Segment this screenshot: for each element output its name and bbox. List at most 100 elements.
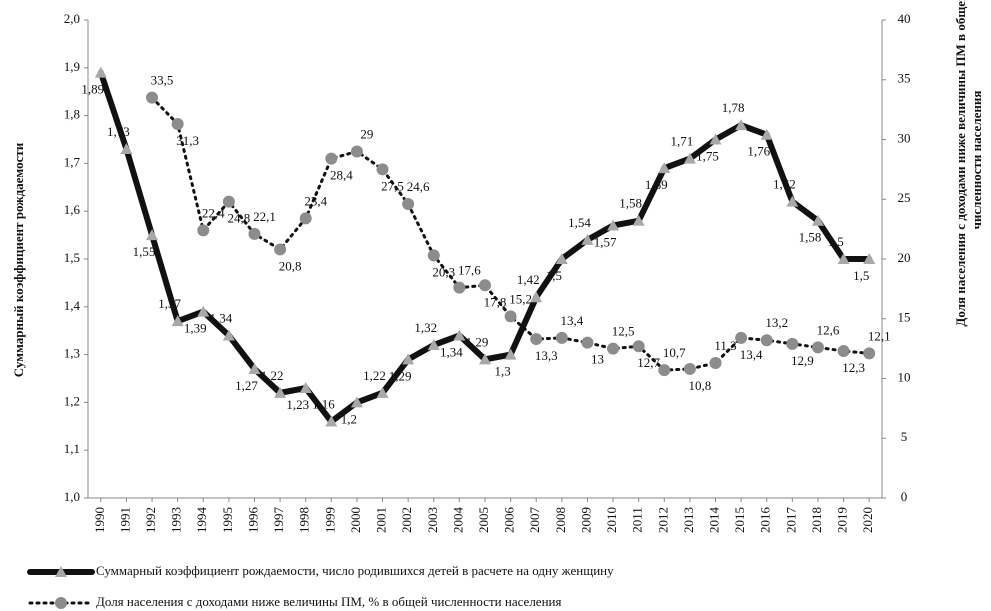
data-label: 12,9 xyxy=(791,353,814,368)
data-label: 17,8 xyxy=(484,294,507,309)
data-label: 1,3 xyxy=(494,364,510,379)
point-marker xyxy=(376,163,389,176)
y-tick-label: 1,6 xyxy=(64,202,81,217)
point-marker xyxy=(632,214,645,226)
data-label: 1,27 xyxy=(235,378,258,393)
point-marker xyxy=(530,333,543,346)
data-label: 1,55 xyxy=(133,244,156,259)
point-marker xyxy=(171,315,184,327)
point-marker xyxy=(632,340,645,353)
point-marker xyxy=(735,119,748,131)
point-marker xyxy=(94,66,107,78)
y-tick-label: 1,3 xyxy=(64,346,80,361)
point-marker xyxy=(581,336,594,349)
data-label: 1,39 xyxy=(184,321,207,336)
y-tick-label: 1,9 xyxy=(64,59,80,74)
data-label: 1,22 xyxy=(261,368,284,383)
point-marker xyxy=(837,253,850,264)
x-tick-label: 2008 xyxy=(553,507,568,533)
data-label: 1,5 xyxy=(546,268,562,283)
data-label: 13 xyxy=(591,352,604,367)
point-marker xyxy=(248,362,261,374)
data-label: 1,78 xyxy=(722,100,745,115)
x-tick-label: 2010 xyxy=(604,507,619,533)
data-label: 1,37 xyxy=(158,296,181,311)
y-tick-label: 2,0 xyxy=(64,11,80,26)
y2-tick-label: 20 xyxy=(898,250,911,265)
legend-marker xyxy=(55,597,67,609)
data-label: 1,22 xyxy=(363,368,386,383)
y-tick-label: 1,5 xyxy=(64,250,80,265)
x-tick-label: 2012 xyxy=(655,507,670,533)
x-tick-label: 1993 xyxy=(169,507,184,533)
point-marker xyxy=(120,143,133,155)
point-marker xyxy=(325,152,338,165)
point-marker xyxy=(427,339,440,351)
point-marker xyxy=(811,214,824,226)
y2-tick-label: 25 xyxy=(898,190,911,205)
y-axis-title: Суммарный коэффициент рождаемости xyxy=(11,142,26,377)
y-tick-label: 1,2 xyxy=(64,393,80,408)
x-tick-label: 1996 xyxy=(245,507,260,534)
point-marker xyxy=(709,356,722,369)
point-marker xyxy=(222,195,235,208)
point-marker xyxy=(299,212,312,225)
point-marker xyxy=(376,386,389,398)
point-marker xyxy=(530,291,543,303)
point-marker xyxy=(453,281,466,294)
data-label: 1,34 xyxy=(440,344,463,359)
point-marker xyxy=(786,337,799,350)
data-label: 31,3 xyxy=(176,133,199,148)
data-label: 1,5 xyxy=(827,234,843,249)
point-marker xyxy=(427,249,440,262)
data-label: 13,2 xyxy=(765,315,788,330)
point-marker xyxy=(402,198,415,211)
x-tick-label: 1992 xyxy=(143,507,158,533)
data-label: 1,57 xyxy=(594,235,617,250)
point-marker xyxy=(863,253,876,264)
x-tick-label: 1995 xyxy=(220,507,235,533)
x-tick-label: 1997 xyxy=(271,507,286,534)
data-label: 24,6 xyxy=(407,179,430,194)
data-label: 27,5 xyxy=(381,178,404,193)
y2-tick-label: 10 xyxy=(898,369,911,384)
point-marker xyxy=(683,152,696,164)
point-marker xyxy=(248,227,261,240)
point-marker xyxy=(504,348,517,360)
data-label: 1,34 xyxy=(209,310,232,325)
data-label: 1,73 xyxy=(107,124,130,139)
legend-label: Суммарный коэффициент рождаемости, число… xyxy=(96,563,614,578)
y-tick-label: 1,1 xyxy=(64,441,80,456)
data-label: 12,1 xyxy=(868,328,891,343)
x-tick-label: 2003 xyxy=(425,507,440,533)
x-tick-label: 2006 xyxy=(502,507,517,534)
data-label: 12,6 xyxy=(817,322,840,337)
y2-tick-label: 30 xyxy=(898,130,911,145)
x-tick-label: 2017 xyxy=(783,507,798,534)
data-label: 12,5 xyxy=(612,324,635,339)
series-line xyxy=(150,96,871,372)
point-marker xyxy=(555,253,568,264)
data-label: 10,8 xyxy=(689,378,712,393)
point-marker xyxy=(479,353,491,365)
legend-marker xyxy=(55,566,67,577)
y-tick-label: 1,4 xyxy=(64,298,81,313)
data-label: 1,29 xyxy=(389,368,412,383)
x-tick-label: 2013 xyxy=(681,507,696,533)
data-label: 1,75 xyxy=(696,148,719,163)
data-label: 1,58 xyxy=(799,230,822,245)
y2-tick-label: 5 xyxy=(901,429,908,444)
point-marker xyxy=(863,347,876,360)
point-marker xyxy=(325,415,338,427)
point-marker xyxy=(607,219,620,231)
point-marker xyxy=(735,331,748,344)
x-tick-label: 2002 xyxy=(399,507,414,533)
y2-axis-title: численности населения xyxy=(969,91,984,230)
data-label: 13,4 xyxy=(740,347,763,362)
data-label: 15,2 xyxy=(509,291,532,306)
series-line xyxy=(97,69,873,426)
data-label: 1,62 xyxy=(773,177,796,192)
point-marker xyxy=(581,233,594,245)
data-label: 11,3 xyxy=(714,338,736,353)
